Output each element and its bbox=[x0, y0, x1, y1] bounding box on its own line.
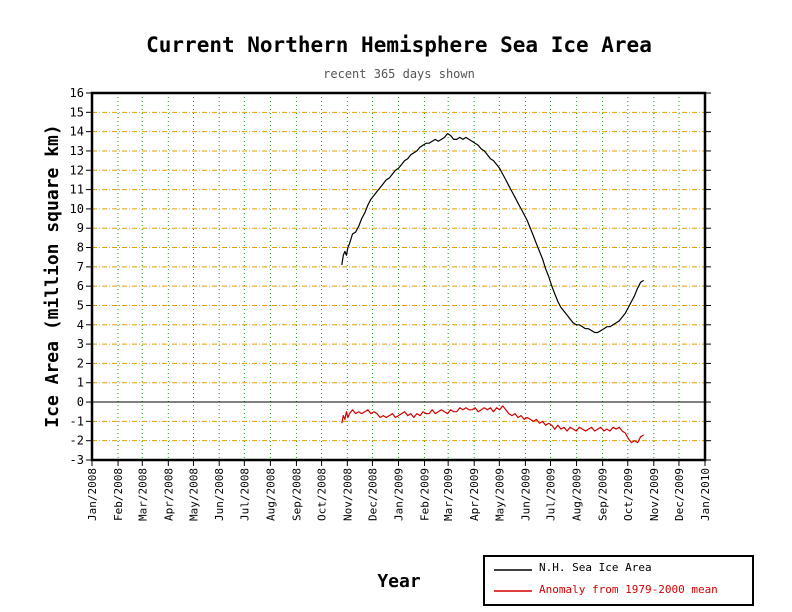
x-tick-label: Mar/2008 bbox=[136, 468, 149, 521]
y-tick-label: 0 bbox=[77, 395, 84, 409]
y-tick-label: 14 bbox=[70, 125, 84, 139]
x-tick-label: Dec/2008 bbox=[366, 468, 379, 521]
x-tick-label: Nov/2009 bbox=[648, 468, 661, 521]
x-tick-label: Feb/2009 bbox=[419, 468, 432, 521]
x-tick-label: Jan/2010 bbox=[699, 468, 712, 521]
x-tick-label: Feb/2008 bbox=[112, 468, 125, 521]
x-tick-label: Aug/2008 bbox=[264, 468, 277, 521]
y-tick-label: 10 bbox=[70, 202, 84, 216]
x-tick-label: Oct/2009 bbox=[622, 468, 635, 521]
x-tick-label: Nov/2008 bbox=[341, 468, 354, 521]
y-tick-label: -2 bbox=[70, 434, 84, 448]
y-tick-label: 3 bbox=[77, 337, 84, 351]
x-tick-label: Jan/2009 bbox=[393, 468, 406, 521]
y-tick-label: 13 bbox=[70, 144, 84, 158]
x-tick-label: Apr/2008 bbox=[162, 468, 175, 521]
y-tick-label: 6 bbox=[77, 279, 84, 293]
y-tick-label: 7 bbox=[77, 260, 84, 274]
series-layer bbox=[341, 133, 645, 444]
x-tick-label: Sep/2009 bbox=[597, 468, 610, 521]
legend-box bbox=[483, 555, 754, 606]
legend-label-ice-area: N.H. Sea Ice Area bbox=[539, 561, 652, 574]
y-tick-label: 9 bbox=[77, 221, 84, 235]
y-tick-label: 4 bbox=[77, 318, 84, 332]
x-tick-label: Sep/2008 bbox=[290, 468, 303, 521]
y-tick-label: 11 bbox=[70, 183, 84, 197]
x-tick-label: May/2008 bbox=[187, 468, 200, 521]
x-tick-label: Apr/2009 bbox=[468, 468, 481, 521]
y-tick-label: 8 bbox=[77, 241, 84, 255]
y-tick-label: 16 bbox=[70, 86, 84, 100]
x-tick-label: Aug/2009 bbox=[571, 468, 584, 521]
plot-background bbox=[92, 93, 705, 460]
legend-label-anomaly: Anomaly from 1979-2000 mean bbox=[539, 583, 718, 596]
y-tick-label: -3 bbox=[70, 453, 84, 467]
x-tick-label: Jul/2009 bbox=[545, 468, 558, 521]
y-tick-label: 5 bbox=[77, 298, 84, 312]
x-tick-label: Jul/2008 bbox=[238, 468, 251, 521]
x-axis-ticks: Jan/2008 Feb/2008 Mar/2008 Apr/2008 May/2008… bbox=[86, 460, 712, 521]
series-line-anomaly bbox=[341, 405, 645, 444]
y-tick-label: 2 bbox=[77, 356, 84, 370]
x-tick-label: Jan/2008 bbox=[86, 468, 99, 521]
x-tick-label: Dec/2009 bbox=[673, 468, 686, 521]
y-axis-label: Ice Area (million square km) bbox=[42, 124, 63, 427]
series-line-ice-area bbox=[341, 133, 645, 334]
x-tick-label: Mar/2009 bbox=[442, 468, 455, 521]
y-tick-label: 1 bbox=[77, 376, 84, 390]
y-tick-label: 12 bbox=[70, 163, 84, 177]
x-tick-label: Oct/2008 bbox=[316, 468, 329, 521]
chart-subtitle: recent 365 days shown bbox=[323, 67, 475, 81]
x-tick-label: May/2009 bbox=[493, 468, 506, 521]
x-tick-label: Jun/2008 bbox=[213, 468, 226, 521]
legend: N.H. Sea Ice Area Anomaly from 1979-2000… bbox=[483, 555, 754, 606]
x-tick-label: Jun/2009 bbox=[519, 468, 532, 521]
x-axis-label: Year bbox=[377, 571, 421, 592]
y-tick-label: 15 bbox=[70, 105, 84, 119]
chart-title: Current Northern Hemisphere Sea Ice Area bbox=[146, 33, 652, 57]
y-tick-label: -1 bbox=[70, 414, 84, 428]
